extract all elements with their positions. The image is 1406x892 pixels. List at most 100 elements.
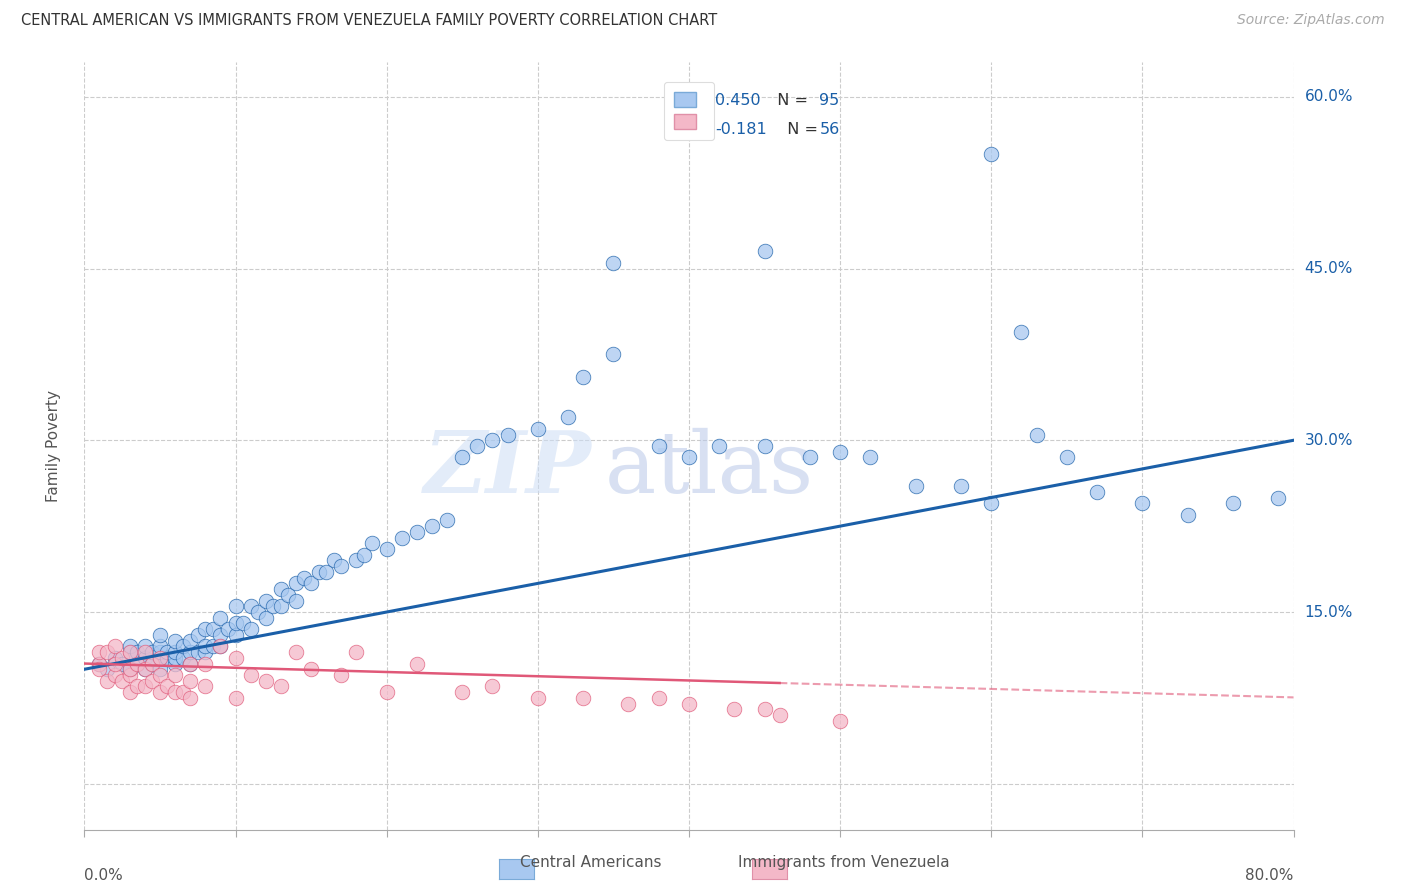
Point <box>127 657 149 671</box>
Point <box>1056 450 1078 465</box>
Point <box>118 645 141 659</box>
Point <box>96 662 118 676</box>
Point <box>980 147 1002 161</box>
Point <box>111 673 134 688</box>
Point <box>406 524 429 539</box>
Point <box>270 680 292 694</box>
Point <box>1085 484 1108 499</box>
Point <box>1011 325 1033 339</box>
Point <box>285 576 308 591</box>
Point <box>194 657 217 671</box>
Point <box>648 439 671 453</box>
Point <box>232 616 254 631</box>
Point <box>391 531 413 545</box>
Point <box>239 599 262 614</box>
Point <box>557 410 579 425</box>
Point <box>769 708 792 723</box>
Point <box>127 657 149 671</box>
Point <box>225 599 247 614</box>
Point <box>179 690 201 705</box>
Point <box>315 565 337 579</box>
Point <box>217 622 239 636</box>
Point <box>330 668 353 682</box>
Text: R =: R = <box>676 122 711 137</box>
Text: Immigrants from Venezuela: Immigrants from Venezuela <box>738 855 949 870</box>
Text: Central Americans: Central Americans <box>520 855 661 870</box>
Point <box>104 657 127 671</box>
Point <box>481 680 503 694</box>
Point <box>179 673 201 688</box>
Point <box>118 668 141 682</box>
Text: 80.0%: 80.0% <box>1246 869 1294 883</box>
Point <box>134 662 156 676</box>
Point <box>89 662 111 676</box>
Point <box>247 605 270 619</box>
Point <box>723 702 745 716</box>
Text: Source: ZipAtlas.com: Source: ZipAtlas.com <box>1237 13 1385 28</box>
Point <box>149 662 172 676</box>
Point <box>496 427 519 442</box>
Point <box>292 571 315 585</box>
Text: CENTRAL AMERICAN VS IMMIGRANTS FROM VENEZUELA FAMILY POVERTY CORRELATION CHART: CENTRAL AMERICAN VS IMMIGRANTS FROM VENE… <box>21 13 717 29</box>
Point <box>149 640 172 654</box>
Point <box>239 668 262 682</box>
Point <box>118 640 141 654</box>
Point <box>165 645 187 659</box>
Point <box>104 668 127 682</box>
Point <box>602 347 624 361</box>
Point <box>346 645 368 659</box>
Text: 45.0%: 45.0% <box>1305 261 1353 276</box>
Point <box>648 690 671 705</box>
Point <box>209 611 232 625</box>
Point <box>165 685 187 699</box>
Point <box>360 536 382 550</box>
Text: N =: N = <box>768 94 814 108</box>
Point <box>179 633 201 648</box>
Point <box>96 673 118 688</box>
Point <box>156 680 179 694</box>
Point <box>118 645 141 659</box>
Point <box>134 645 156 659</box>
Point <box>165 668 187 682</box>
Point <box>254 593 277 607</box>
Point <box>141 645 163 659</box>
Point <box>225 628 247 642</box>
Text: 56: 56 <box>820 122 839 137</box>
Point <box>451 450 474 465</box>
Point <box>165 657 187 671</box>
Point <box>617 697 640 711</box>
Point <box>308 565 330 579</box>
Text: 95: 95 <box>820 94 839 108</box>
Point <box>201 622 224 636</box>
Point <box>346 553 368 567</box>
Point <box>141 673 163 688</box>
Point <box>572 690 595 705</box>
Point <box>96 645 118 659</box>
Point <box>149 628 172 642</box>
Point <box>799 450 821 465</box>
Point <box>277 588 299 602</box>
Point <box>254 673 277 688</box>
Point <box>1025 427 1047 442</box>
Point <box>225 616 247 631</box>
Point <box>285 645 308 659</box>
Point <box>134 650 156 665</box>
Point <box>270 582 292 596</box>
Text: 30.0%: 30.0% <box>1305 433 1353 448</box>
Point <box>375 542 398 557</box>
Point <box>149 685 172 699</box>
Point <box>436 513 458 527</box>
Point <box>194 680 217 694</box>
Point <box>179 645 201 659</box>
Point <box>187 645 209 659</box>
Point <box>904 479 927 493</box>
Point <box>1267 491 1289 505</box>
Point <box>134 640 156 654</box>
Point <box>172 685 194 699</box>
Point <box>754 439 776 453</box>
Text: N =: N = <box>778 122 823 137</box>
Point <box>127 680 149 694</box>
Point <box>322 553 344 567</box>
Point <box>1177 508 1199 522</box>
Point <box>602 256 624 270</box>
